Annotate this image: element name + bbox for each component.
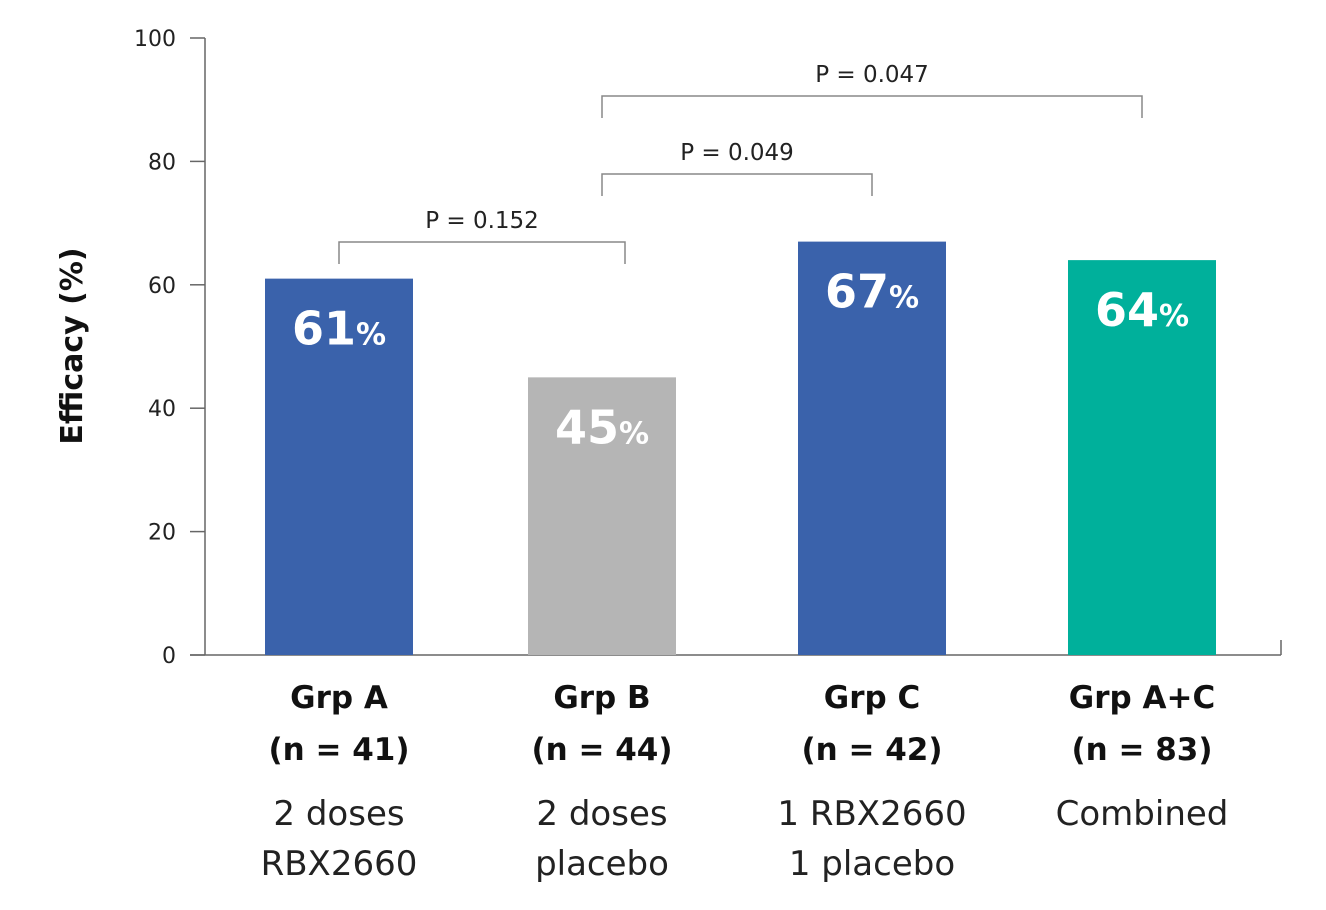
bar-value-labels: 61% 45% 67% 64% [292, 265, 1189, 455]
bar-value-label: 64% [1095, 283, 1189, 337]
p-value-label: P = 0.047 [815, 62, 929, 88]
category-name-label: Grp B [553, 680, 650, 716]
bar [528, 377, 676, 655]
category-n-label: (n = 44) [531, 732, 672, 768]
y-tick-label: 20 [148, 521, 176, 546]
bar [265, 278, 413, 655]
bar-value-label: 45% [555, 400, 649, 454]
bar [798, 241, 946, 656]
y-tick-label: 100 [134, 27, 176, 52]
category-name-label: Grp A [290, 680, 388, 716]
category-description-label: placebo [535, 844, 669, 884]
category-n-label: (n = 42) [801, 732, 942, 768]
x-axis-category-labels: Grp A (n = 41) 2 doses RBX2660 Grp B (n = 44)… [261, 680, 1229, 884]
significance-bracket [601, 173, 873, 196]
p-value-label: P = 0.152 [425, 208, 539, 234]
p-value-label: P = 0.049 [680, 140, 794, 166]
bar-value-label: 67% [825, 265, 919, 319]
category-description-label: RBX2660 [261, 844, 418, 884]
y-tick-label: 80 [148, 150, 176, 175]
bar [1068, 260, 1216, 655]
category-name-label: Grp C [824, 680, 920, 716]
significance-bracket [601, 95, 1143, 118]
significance-brackets: P = 0.152 P = 0.049 P = 0.047 [338, 62, 1143, 264]
category-description-label: 1 RBX2660 [777, 794, 966, 834]
bar-value-label: 61% [292, 302, 386, 356]
category-n-label: (n = 83) [1071, 732, 1212, 768]
y-tick-label: 0 [162, 644, 176, 669]
significance-bracket [338, 241, 626, 264]
category-description-label: 1 placebo [789, 844, 955, 884]
bars [265, 241, 1216, 656]
category-n-label: (n = 41) [268, 732, 409, 768]
category-name-label: Grp A+C [1069, 680, 1215, 716]
y-axis-label: Efficacy (%) [55, 247, 90, 444]
y-tick-label: 40 [148, 397, 176, 422]
category-description-label: 2 doses [536, 794, 667, 834]
category-description-label: Combined [1056, 794, 1229, 834]
y-tick-label: 60 [148, 274, 176, 299]
y-axis-ticks: 0 20 40 60 80 100 [134, 27, 205, 669]
category-description-label: 2 doses [273, 794, 404, 834]
